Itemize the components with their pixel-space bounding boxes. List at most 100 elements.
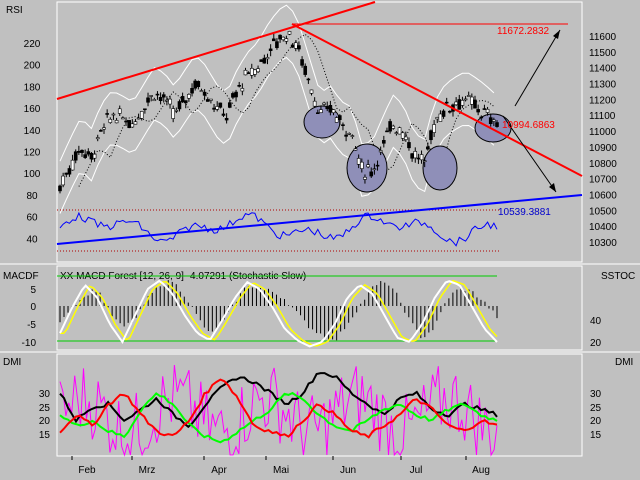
candle-body xyxy=(410,153,414,159)
stoch-tick-label: 40 xyxy=(590,316,602,327)
candle-body xyxy=(196,81,201,88)
candle-body xyxy=(341,124,345,126)
price-tick-label: 10800 xyxy=(589,159,617,170)
dmi-plus-line xyxy=(59,391,498,444)
dmi-tick-label-left: 25 xyxy=(39,403,51,414)
candle-body xyxy=(278,34,282,40)
candle-body xyxy=(356,158,361,165)
dmi-axis-title-right: DMI xyxy=(615,357,633,368)
candle-body xyxy=(372,168,377,171)
candle-body xyxy=(215,106,219,110)
candle-body xyxy=(121,117,125,120)
pattern-head xyxy=(346,143,388,193)
candle-body xyxy=(177,101,182,110)
price-tick-label: 10700 xyxy=(589,175,617,186)
arrow-up-line xyxy=(514,29,561,107)
candle-body xyxy=(448,110,452,113)
candle-body xyxy=(231,93,235,98)
candle-body xyxy=(165,99,169,102)
price-tick-label: 11400 xyxy=(589,64,617,75)
candle-body xyxy=(246,72,251,74)
candle-body xyxy=(416,157,421,160)
candle-body xyxy=(413,151,418,159)
candle-body xyxy=(382,140,386,144)
candle-body xyxy=(67,168,72,175)
candle-body xyxy=(158,97,163,102)
candle-body xyxy=(334,117,339,123)
macd-tick-label: 5 xyxy=(30,285,36,296)
candle-body xyxy=(488,117,493,124)
candle-body xyxy=(492,119,496,122)
candle-body xyxy=(240,88,245,92)
candle-body xyxy=(290,44,295,48)
candle-body xyxy=(152,99,157,102)
candle-body xyxy=(391,125,396,129)
dmi-tick-label-left: 30 xyxy=(39,389,51,400)
candle-body xyxy=(432,124,436,133)
rsi-tick-label: 40 xyxy=(26,234,38,245)
stoch-main-line xyxy=(59,279,498,348)
bollinger-upper xyxy=(59,4,495,162)
annotation-neckline: 10994.6863 xyxy=(502,120,555,131)
month-label: Mrz xyxy=(139,465,156,476)
candle-body xyxy=(111,113,116,116)
candle-body xyxy=(319,109,323,113)
stoch-axis-title: SSTOC xyxy=(601,271,635,282)
candle-body xyxy=(303,65,308,75)
candle-body xyxy=(287,31,292,35)
candle-body xyxy=(366,164,370,168)
stoch-tick-label: 20 xyxy=(590,338,602,349)
rsi-tick-label: 160 xyxy=(24,104,41,115)
candle-body xyxy=(73,151,78,161)
month-label: Jul xyxy=(410,465,423,476)
rsi-tick-label: 60 xyxy=(26,213,38,224)
candle-body xyxy=(435,117,440,120)
candle-body xyxy=(212,107,216,110)
rsi-tick-label: 200 xyxy=(24,61,41,72)
price-tick-label: 10400 xyxy=(589,222,617,233)
candle-body xyxy=(256,68,260,73)
candle-body xyxy=(187,94,191,99)
candle-body xyxy=(253,69,257,75)
candle-body xyxy=(262,57,267,64)
blue-trendline xyxy=(56,194,583,245)
candle-body xyxy=(347,133,352,135)
red-trendline-lower xyxy=(291,23,583,177)
rsi-tick-label: 140 xyxy=(24,126,41,137)
candle-body xyxy=(190,88,194,94)
dmi-tick-label-right: 30 xyxy=(590,389,602,400)
candle-body xyxy=(419,154,424,161)
annotation-support: 10539.3881 xyxy=(498,207,551,218)
candle-body xyxy=(438,113,443,122)
candle-body xyxy=(322,102,326,105)
stoch-signal-line xyxy=(60,279,498,347)
candle-body xyxy=(385,130,389,133)
candle-body xyxy=(397,127,402,135)
candle-body xyxy=(328,105,333,113)
candle-body xyxy=(473,99,477,109)
candle-body xyxy=(407,142,411,149)
candle-body xyxy=(479,116,484,119)
candle-body xyxy=(171,108,175,119)
dmi-tick-label-left: 20 xyxy=(39,416,51,427)
dmi-tick-label-left: 15 xyxy=(39,430,51,441)
candle-body xyxy=(400,132,405,139)
candle-body xyxy=(127,120,131,129)
price-tick-label: 11600 xyxy=(589,32,617,43)
candle-body xyxy=(180,96,185,103)
candle-body xyxy=(209,98,213,101)
candle-body xyxy=(259,59,264,62)
candle-body xyxy=(89,152,94,160)
candle-body xyxy=(243,69,248,76)
candle-body xyxy=(130,123,135,128)
candle-body xyxy=(221,113,226,116)
candle-body xyxy=(463,98,468,101)
macd-tick-label: 0 xyxy=(30,302,36,313)
rsi-tick-label: 220 xyxy=(24,39,41,50)
candle-body xyxy=(105,113,109,115)
price-tick-label: 11500 xyxy=(589,48,617,59)
candle-body xyxy=(124,120,128,123)
price-tick-label: 10600 xyxy=(589,190,617,201)
candle-body xyxy=(331,109,336,114)
candle-body xyxy=(265,57,270,60)
